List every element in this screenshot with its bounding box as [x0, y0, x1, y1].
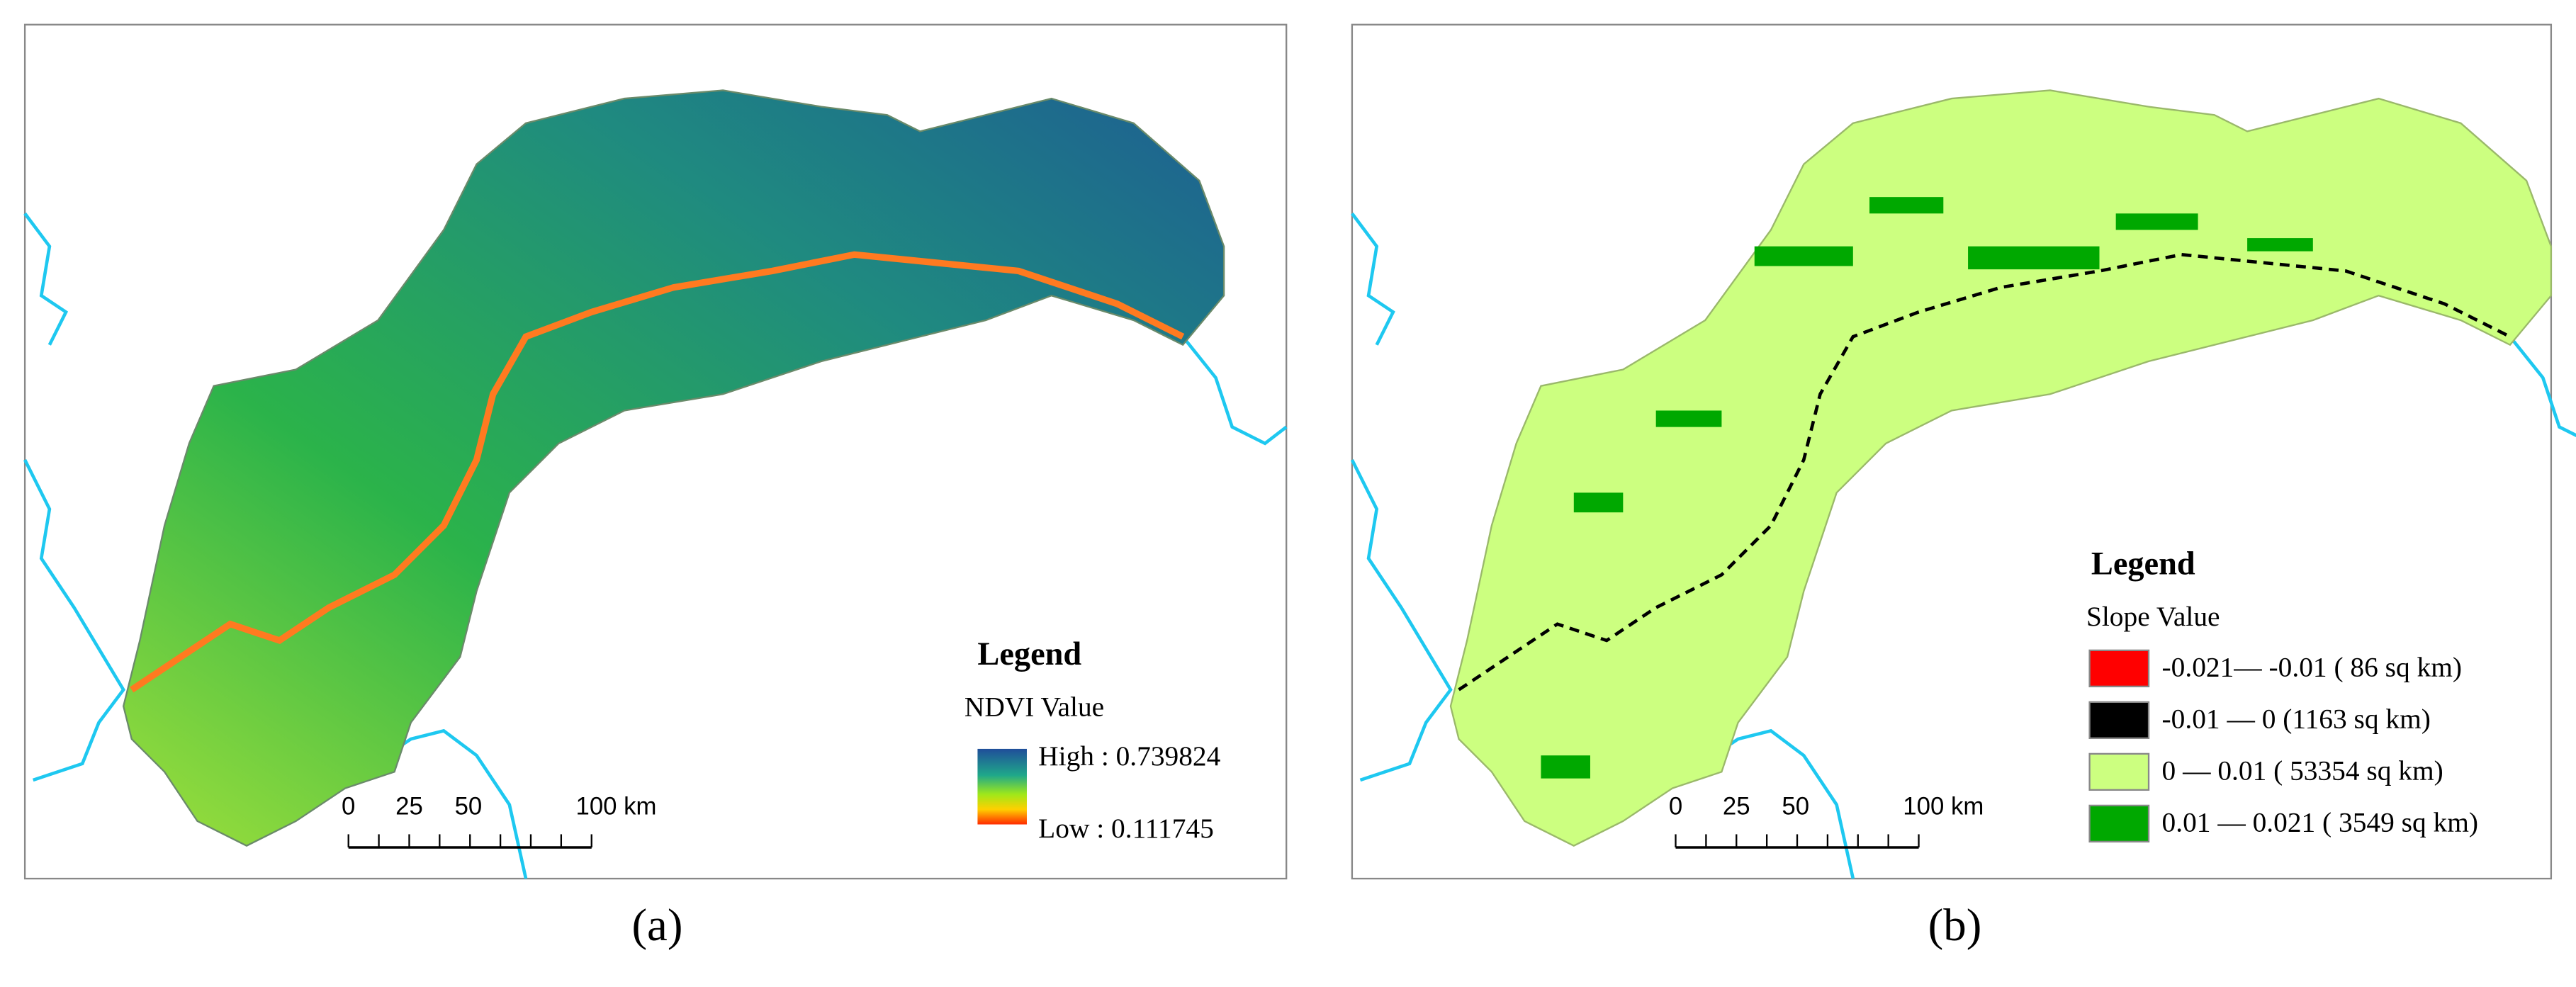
caption: (a): [631, 900, 682, 951]
scale-label: 50: [455, 794, 483, 820]
scale-label: 25: [395, 794, 423, 820]
legend-label: -0.021— -0.01 ( 86 sq km): [2162, 652, 2462, 683]
green-patches: [1541, 197, 2313, 779]
legend-swatch: [2088, 701, 2150, 740]
legend-title: Legend: [2091, 546, 2195, 582]
scale-bar: 0 25 50 100 km: [1669, 794, 1984, 849]
legend-label: 0 — 0.01 ( 53354 sq km): [2162, 755, 2443, 786]
legend-high: High : 0.739824: [1038, 740, 1220, 772]
legend-classes: -0.021— -0.01 ( 86 sq km) -0.01 — 0 (1163…: [2088, 649, 2478, 843]
scale-label: 0: [342, 794, 355, 820]
legend-field: Slope Value: [2086, 601, 2220, 632]
scale-bar: 0 25 50 100 km: [342, 794, 657, 849]
legend-label: -0.01 — 0 (1163 sq km): [2162, 704, 2431, 735]
legend-field: NDVI Value: [964, 691, 1104, 722]
scale-label: 50: [1782, 794, 1809, 820]
panel-a: Legend NDVI Value High : 0.739824 Low : …: [25, 23, 1286, 951]
caption: (b): [1928, 900, 1982, 951]
legend-swatch: [2088, 649, 2150, 688]
legend-swatch: [2088, 752, 2150, 791]
scale-label: 100 km: [1903, 794, 1984, 820]
scale-label: 100 km: [576, 794, 657, 820]
scale-label: 0: [1669, 794, 1682, 820]
legend-title: Legend: [977, 636, 1081, 672]
legend-label: 0.01 — 0.021 ( 3549 sq km): [2162, 807, 2478, 838]
scale-label: 25: [1723, 794, 1750, 820]
legend-swatch: [2088, 804, 2150, 843]
ndvi-ramp: [977, 748, 1027, 825]
legend-low: Low : 0.111745: [1038, 813, 1214, 844]
panel-b: Legend Slope Value -0.021— -0.01 ( 86 sq…: [1352, 23, 2576, 951]
